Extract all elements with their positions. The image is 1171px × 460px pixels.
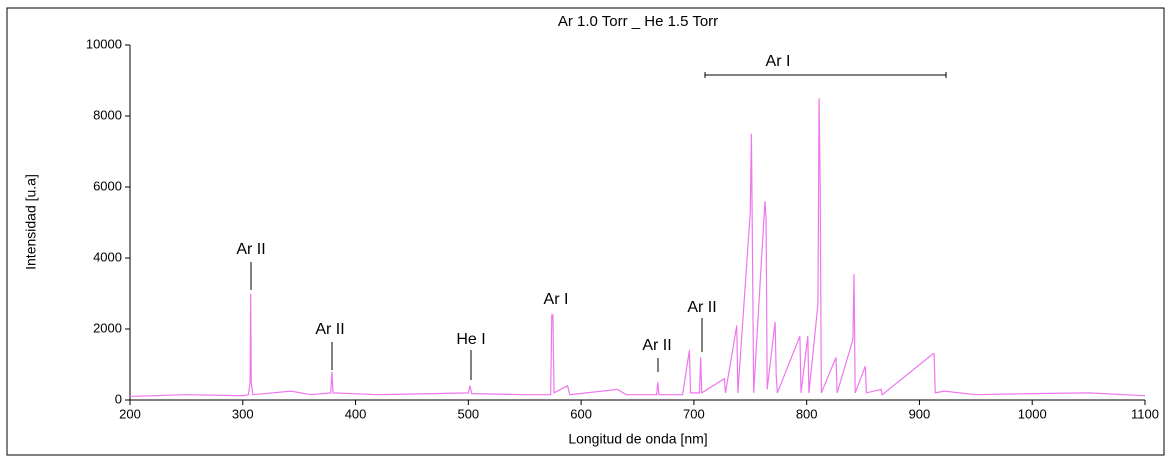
- x-tick-label: 300: [232, 406, 254, 421]
- annotation: Ar I: [544, 291, 569, 308]
- annotation: He I: [456, 331, 485, 348]
- frame: [6, 7, 1165, 456]
- chart-title: Ar 1.0 Torr _ He 1.5 Torr: [558, 13, 718, 30]
- y-axis-label: Intensidad [u.a]: [23, 174, 39, 270]
- y-tick-label: 6000: [93, 178, 122, 193]
- x-tick-label: 600: [570, 406, 592, 421]
- annotation: Ar II: [315, 321, 344, 338]
- x-axis-label: Longitud de onda [nm]: [568, 431, 707, 447]
- x-tick-label: 900: [909, 406, 931, 421]
- y-tick-label: 10000: [86, 36, 122, 51]
- annotation: Ar II: [236, 241, 265, 258]
- annotation: Ar II: [642, 337, 671, 354]
- y-tick-label: 4000: [93, 249, 122, 264]
- x-tick-label: 800: [796, 406, 818, 421]
- x-tick-label: 1100: [1131, 406, 1159, 421]
- y-tick-label: 2000: [93, 320, 122, 335]
- annotation: Ar I: [766, 53, 791, 70]
- x-tick-label: 500: [457, 406, 479, 421]
- x-tick-label: 1000: [1018, 406, 1047, 421]
- y-tick-label: 8000: [93, 107, 122, 122]
- x-tick-label: 400: [345, 406, 367, 421]
- annotation: Ar II: [687, 299, 716, 316]
- y-tick-label: 0: [115, 391, 122, 406]
- spectrum-line: [129, 98, 1146, 398]
- x-tick-label: 200: [119, 406, 141, 421]
- x-tick-label: 700: [683, 406, 705, 421]
